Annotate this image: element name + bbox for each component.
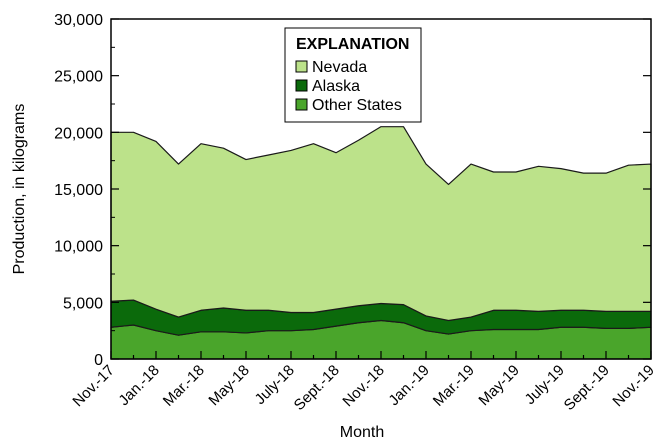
y-axis-title: Production, in kilograms — [11, 104, 28, 275]
legend-label-other-states: Other States — [312, 97, 402, 114]
y-tick-label: 25,000 — [54, 69, 103, 86]
x-tick-label: Nov.-18 — [339, 362, 387, 410]
y-tick-label: 10,000 — [54, 239, 103, 256]
y-tick-label: 15,000 — [54, 182, 103, 199]
x-tick-label: Nov.-17 — [69, 362, 117, 410]
y-tick-label: 30,000 — [54, 12, 103, 29]
x-tick-label: Mar.-18 — [160, 362, 208, 410]
x-tick-label: May-18 — [205, 362, 252, 409]
legend-box — [284, 27, 422, 123]
x-tick-label: Mar.-19 — [430, 362, 478, 410]
x-axis-title: Month — [340, 424, 384, 441]
x-axis: Nov.-17Jan.-18Mar.-18May-18July-18Sept.-… — [69, 351, 654, 414]
legend-swatch-alaska — [295, 79, 308, 92]
legend: EXPLANATION Nevada Alaska Other States — [284, 27, 422, 123]
area-series-group — [110, 126, 652, 360]
y-tick-label: 20,000 — [54, 125, 103, 142]
y-tick-label: 0 — [94, 352, 103, 369]
x-tick-label: May-19 — [475, 362, 522, 409]
x-tick-label: Sept.-18 — [291, 362, 343, 414]
x-tick-label: Jan.-18 — [115, 362, 162, 409]
legend-swatch-nevada — [295, 60, 308, 73]
x-tick-label: Jan.-19 — [385, 362, 432, 409]
area-nevada — [110, 126, 652, 322]
x-tick-label: Sept.-19 — [561, 362, 613, 414]
legend-label-nevada: Nevada — [312, 59, 367, 76]
y-axis: 0 5,000 10,000 15,000 20,000 25,000 30,000 — [54, 12, 651, 369]
legend-label-alaska: Alaska — [312, 78, 360, 95]
legend-swatch-other-states — [295, 98, 308, 111]
legend-title: EXPLANATION — [296, 36, 409, 53]
x-tick-label: Nov.-19 — [609, 362, 654, 410]
y-tick-label: 5,000 — [63, 295, 103, 312]
